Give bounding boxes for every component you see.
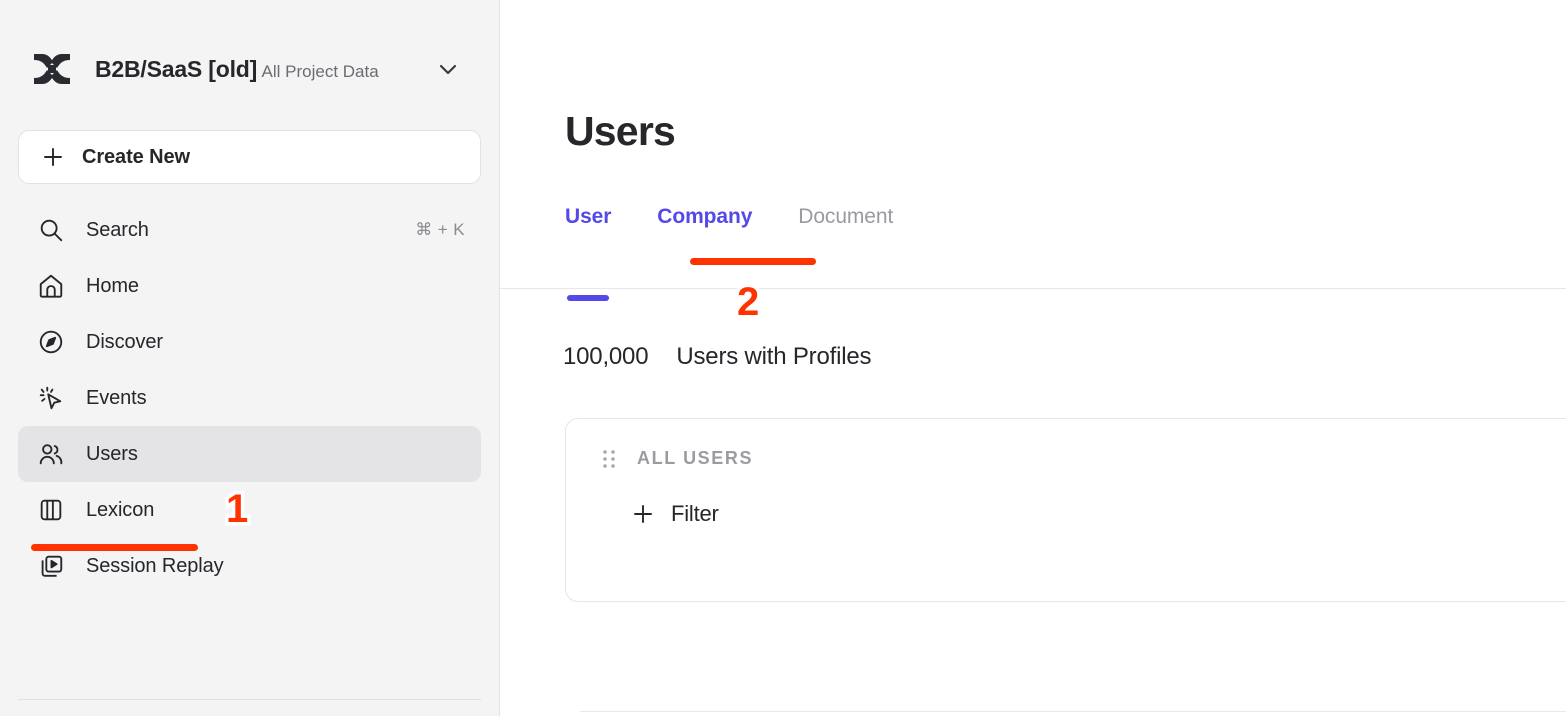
drag-dots-icon[interactable] (602, 449, 616, 469)
card-title: ALL USERS (637, 448, 754, 468)
add-filter-label: Filter (671, 501, 719, 526)
project-subtitle: All Project Data (261, 61, 379, 81)
tab-active-underline (567, 295, 610, 301)
create-new-label: Create New (82, 145, 190, 168)
sidebar-item-events[interactable]: Events (18, 370, 481, 426)
book-icon (36, 495, 66, 525)
annotation-underline-2 (690, 258, 816, 265)
sidebar-nav: Search ⌘ + K Home (0, 202, 499, 594)
search-icon (36, 215, 66, 245)
annotation-badge-1: 1 (222, 486, 251, 533)
users-icon (36, 439, 66, 469)
mixpanel-logo-icon (27, 44, 77, 94)
tabs-divider (500, 288, 1566, 289)
main-content: Users User Company Document 100,000 User… (500, 0, 1566, 716)
tab-company-label: Company (657, 205, 753, 228)
tab-document[interactable]: Document (798, 205, 893, 237)
tab-company[interactable]: Company (657, 205, 752, 237)
sidebar: B2B/SaaS [old] All Project Data Create N… (0, 0, 500, 716)
page-title: Users (565, 108, 676, 154)
compass-icon (36, 327, 66, 357)
add-filter-button[interactable]: Filter (632, 501, 719, 527)
sidebar-item-label: Session Replay (86, 554, 224, 577)
chevron-down-icon[interactable] (435, 56, 461, 82)
sidebar-item-home[interactable]: Home (18, 258, 481, 314)
sidebar-item-users[interactable]: Users (18, 426, 481, 482)
cursor-click-icon (36, 383, 66, 413)
sidebar-item-label: Search (86, 218, 149, 241)
sidebar-item-label: Events (86, 386, 147, 409)
sidebar-item-label: Home (86, 274, 139, 297)
project-switcher[interactable]: B2B/SaaS [old] All Project Data (0, 0, 499, 104)
create-new-button[interactable]: Create New (18, 130, 481, 184)
sidebar-item-session-replay[interactable]: Session Replay (18, 538, 481, 594)
next-card-edge (580, 711, 1566, 712)
sidebar-item-label: Discover (86, 330, 163, 353)
plus-icon (42, 146, 64, 168)
profiles-count: 100,000 (563, 343, 649, 370)
sidebar-item-search[interactable]: Search ⌘ + K (18, 202, 481, 258)
tab-document-label: Document (798, 205, 894, 228)
annotation-underline-1 (31, 544, 198, 551)
tab-user-label: User (565, 205, 612, 228)
sidebar-item-discover[interactable]: Discover (18, 314, 481, 370)
sidebar-item-label: Lexicon (86, 498, 155, 521)
annotation-badge-2: 2 (733, 279, 762, 326)
sidebar-divider (18, 699, 481, 700)
play-stack-icon (36, 551, 66, 581)
plus-icon (632, 503, 654, 525)
tab-user[interactable]: User (565, 205, 612, 301)
all-users-card: ALL USERS Filter (565, 418, 1566, 602)
sidebar-item-label: Users (86, 442, 138, 465)
project-info: B2B/SaaS [old] All Project Data (95, 55, 435, 84)
sidebar-item-lexicon[interactable]: Lexicon (18, 482, 481, 538)
search-shortcut: ⌘ + K (415, 220, 465, 239)
project-name: B2B/SaaS [old] (95, 55, 258, 82)
profiles-label: Users with Profiles (676, 343, 872, 370)
card-header: ALL USERS (566, 419, 1566, 469)
entity-tabs: User Company Document (565, 205, 893, 301)
profiles-stat: 100,000 Users with Profiles (563, 343, 871, 371)
home-icon (36, 271, 66, 301)
